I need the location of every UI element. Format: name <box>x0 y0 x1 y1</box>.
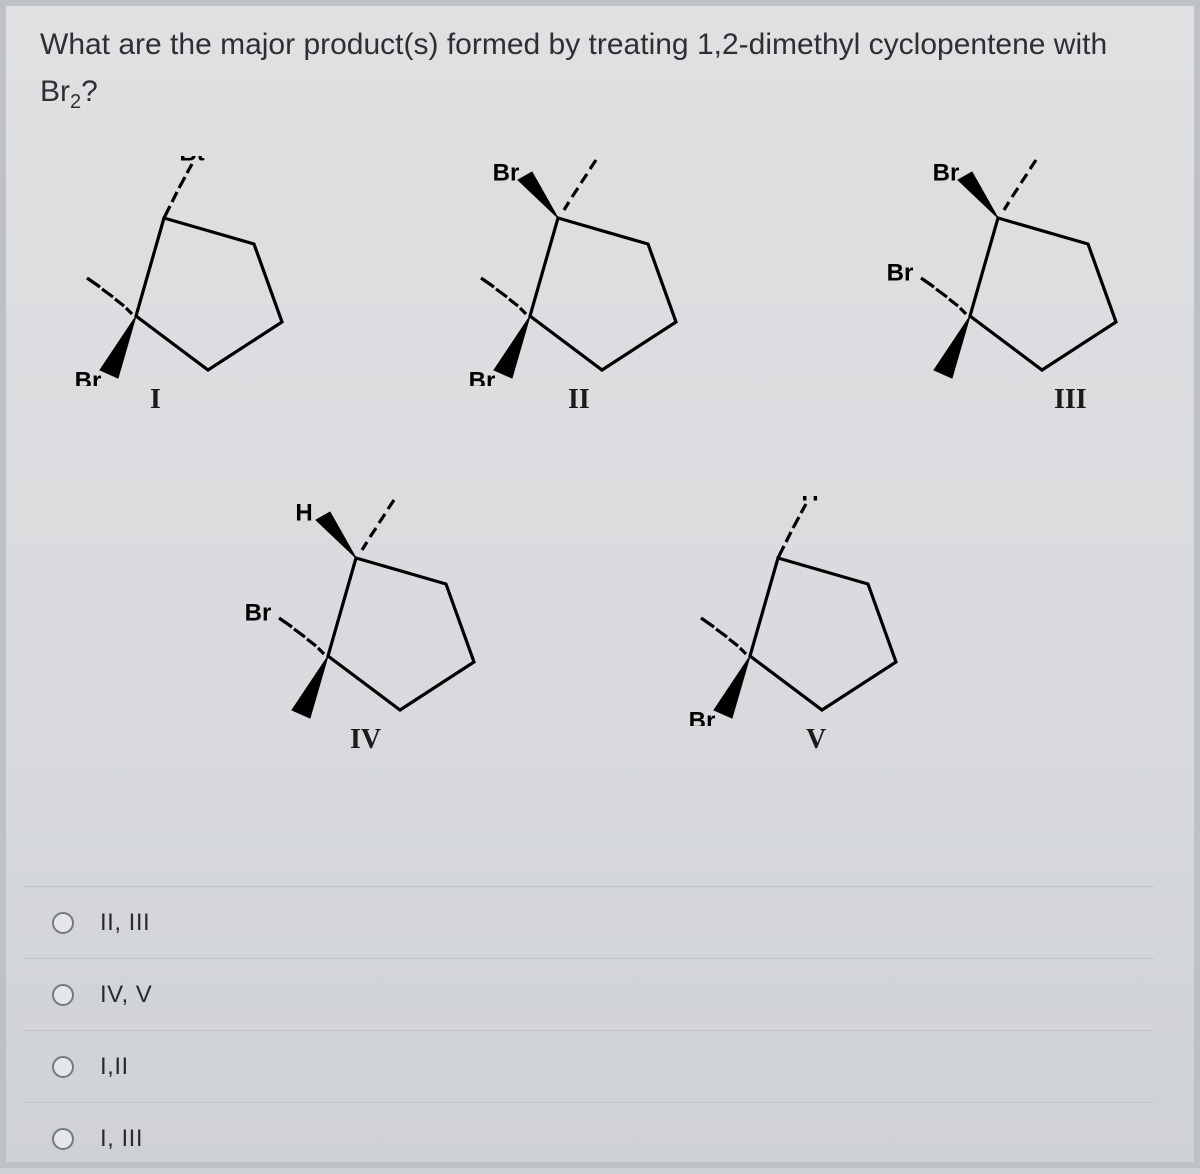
atom-label: Br <box>245 599 272 626</box>
label-II: II <box>568 384 590 416</box>
atom-label: H <box>801 496 818 506</box>
question-line2-suffix: ? <box>81 75 98 108</box>
question-line2-prefix: Br <box>40 75 70 108</box>
structure-V: H Br V <box>656 496 936 726</box>
atom-label: Br <box>75 367 102 386</box>
question-text: What are the major product(s) formed by … <box>40 22 1154 118</box>
radio-icon[interactable] <box>52 1056 74 1078</box>
atom-label: Bt <box>179 156 204 166</box>
radio-icon[interactable] <box>52 1128 74 1150</box>
answer-text: I, III <box>100 1125 143 1153</box>
answer-text: I,II <box>100 1053 129 1081</box>
radio-icon[interactable] <box>52 984 74 1006</box>
answer-list: II, III IV, V I,II I, III <box>24 886 1154 1174</box>
atom-label: Br <box>469 367 496 386</box>
structure-III: Br Br III <box>876 156 1156 386</box>
question-panel: What are the major product(s) formed by … <box>0 0 1200 1168</box>
question-line2-sub: 2 <box>70 91 81 113</box>
structure-IV: H Br IV <box>234 496 514 726</box>
label-I: I <box>150 384 161 416</box>
answer-text: II, III <box>100 909 150 937</box>
answer-text: IV, V <box>100 981 152 1009</box>
dash-bond <box>164 164 192 218</box>
question-line1: What are the major product(s) formed by … <box>40 28 1107 61</box>
hash-bond <box>87 278 132 314</box>
answer-option-3[interactable]: I,II <box>24 1030 1154 1102</box>
label-V: V <box>806 724 826 756</box>
atom-label: Br <box>493 159 520 186</box>
answer-option-4[interactable]: I, III <box>24 1102 1154 1174</box>
structure-II: Br Br II <box>436 156 716 386</box>
label-IV: IV <box>350 724 381 756</box>
atom-label: Br <box>887 259 914 286</box>
label-III: III <box>1054 384 1087 416</box>
atom-label: Br <box>933 159 960 186</box>
structure-I: Bt Br I <box>42 156 322 386</box>
atom-label: Br <box>689 707 716 726</box>
radio-icon[interactable] <box>52 912 74 934</box>
atom-label: H <box>295 499 312 526</box>
answer-option-1[interactable]: II, III <box>24 886 1154 958</box>
answer-option-2[interactable]: IV, V <box>24 958 1154 1030</box>
